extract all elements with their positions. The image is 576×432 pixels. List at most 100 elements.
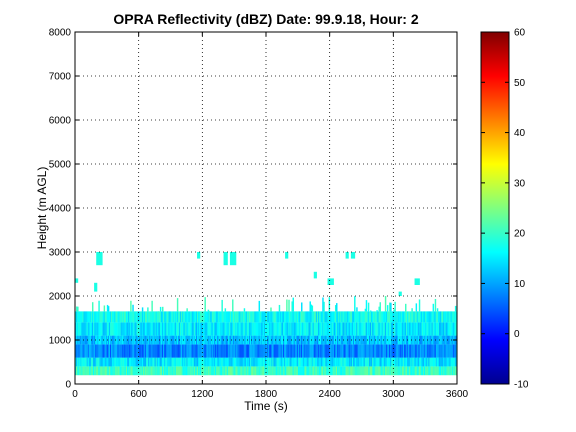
heatmap-cell xyxy=(217,335,219,345)
heatmap-cell xyxy=(204,335,206,345)
heatmap-cell xyxy=(384,296,387,312)
heatmap-cell xyxy=(222,311,224,323)
heatmap-cell xyxy=(83,322,85,336)
heatmap-cell xyxy=(301,335,303,345)
heatmap-cell xyxy=(356,322,358,336)
heatmap-cell xyxy=(267,311,269,323)
heatmap-cell xyxy=(130,366,132,376)
heatmap-cell xyxy=(115,357,117,367)
heatmap-cell xyxy=(163,322,165,336)
heatmap-cell xyxy=(107,311,110,323)
heatmap-cell xyxy=(230,322,233,336)
heatmap-cell xyxy=(430,311,432,323)
heatmap-cell xyxy=(441,344,443,358)
heatmap-cell xyxy=(100,357,102,367)
heatmap-cell xyxy=(268,311,270,323)
heatmap-cell xyxy=(238,344,240,358)
heatmap-cell xyxy=(384,344,387,358)
heatmap-cell xyxy=(411,308,413,312)
heatmap-cell xyxy=(417,322,420,336)
heatmap-cell xyxy=(221,335,223,345)
heatmap-cell xyxy=(379,366,381,376)
heatmap-cell xyxy=(376,344,378,358)
heatmap-cell xyxy=(167,357,169,367)
heatmap-cell xyxy=(410,322,412,336)
heatmap-cell xyxy=(237,344,239,358)
heatmap-cell xyxy=(342,311,344,323)
heatmap-cell xyxy=(375,311,377,323)
heatmap-cell xyxy=(385,311,388,323)
heatmap-cell xyxy=(95,357,97,367)
heatmap-cell xyxy=(449,344,452,358)
heatmap-cell xyxy=(156,344,159,358)
heatmap-cell xyxy=(313,335,316,345)
heatmap-cell xyxy=(186,322,188,336)
heatmap-cell xyxy=(203,366,205,376)
heatmap-cell xyxy=(251,322,253,336)
heatmap-cell xyxy=(176,298,179,312)
heatmap-cell xyxy=(124,322,127,336)
heatmap-cell xyxy=(116,357,118,367)
heatmap-cell xyxy=(169,335,171,345)
heatmap-cell xyxy=(258,322,261,336)
heatmap-cell xyxy=(110,357,112,367)
heatmap-cell xyxy=(416,344,419,358)
heatmap-cell xyxy=(243,335,246,345)
heatmap-cell xyxy=(237,311,239,323)
heatmap-cell xyxy=(325,357,327,367)
heatmap-cell xyxy=(326,344,328,358)
heatmap-cell xyxy=(108,344,111,358)
heatmap-cell xyxy=(228,344,231,358)
heatmap-cell xyxy=(441,322,443,336)
heatmap-cell xyxy=(214,335,216,345)
heatmap-cell xyxy=(353,311,355,323)
heatmap-cell xyxy=(314,322,317,336)
heatmap-cell xyxy=(278,344,281,358)
heatmap-cell xyxy=(230,357,233,367)
heatmap-cell xyxy=(369,344,372,358)
heatmap-cell xyxy=(413,344,415,358)
heatmap-cell xyxy=(188,344,190,358)
heatmap-cell xyxy=(113,344,115,358)
heatmap-cell xyxy=(177,322,180,336)
heatmap-cell xyxy=(392,357,394,367)
heatmap-cell xyxy=(374,366,376,376)
heatmap-cell xyxy=(324,366,326,376)
heatmap-cell xyxy=(332,322,335,336)
heatmap-cell xyxy=(142,357,145,367)
heatmap-cell xyxy=(383,366,386,376)
heatmap-cell xyxy=(407,344,409,358)
heatmap-cell xyxy=(278,366,281,376)
heatmap-cell xyxy=(410,357,412,367)
heatmap-cell xyxy=(249,335,251,345)
heatmap-cell xyxy=(395,335,397,345)
heatmap-cell xyxy=(135,357,137,367)
heatmap-cell xyxy=(164,322,166,336)
heatmap-cell xyxy=(421,311,424,323)
heatmap-cell xyxy=(84,311,87,323)
heatmap-cell xyxy=(372,322,374,336)
heatmap-cell xyxy=(359,366,361,376)
heatmap-cell xyxy=(270,357,272,367)
heatmap-cell xyxy=(162,322,164,336)
heatmap-cell xyxy=(200,335,202,345)
heatmap-cell xyxy=(364,335,367,345)
heatmap-cell xyxy=(449,357,452,367)
heatmap-cell xyxy=(187,335,189,345)
heatmap-cell xyxy=(383,335,386,345)
heatmap-cell xyxy=(295,335,298,345)
heatmap-cell xyxy=(336,366,338,376)
heatmap-cell xyxy=(382,366,385,376)
heatmap-cell xyxy=(350,311,353,323)
heatmap-cell xyxy=(307,322,309,336)
heatmap-cell xyxy=(82,366,84,376)
heatmap-cell xyxy=(337,311,339,323)
heatmap-cell xyxy=(312,335,315,345)
heatmap-cell xyxy=(405,322,407,336)
heatmap-cell xyxy=(217,344,219,358)
heatmap-cell xyxy=(306,366,308,376)
heatmap-cell xyxy=(267,322,269,336)
heatmap-cell xyxy=(254,322,256,336)
heatmap-cell xyxy=(185,344,187,358)
